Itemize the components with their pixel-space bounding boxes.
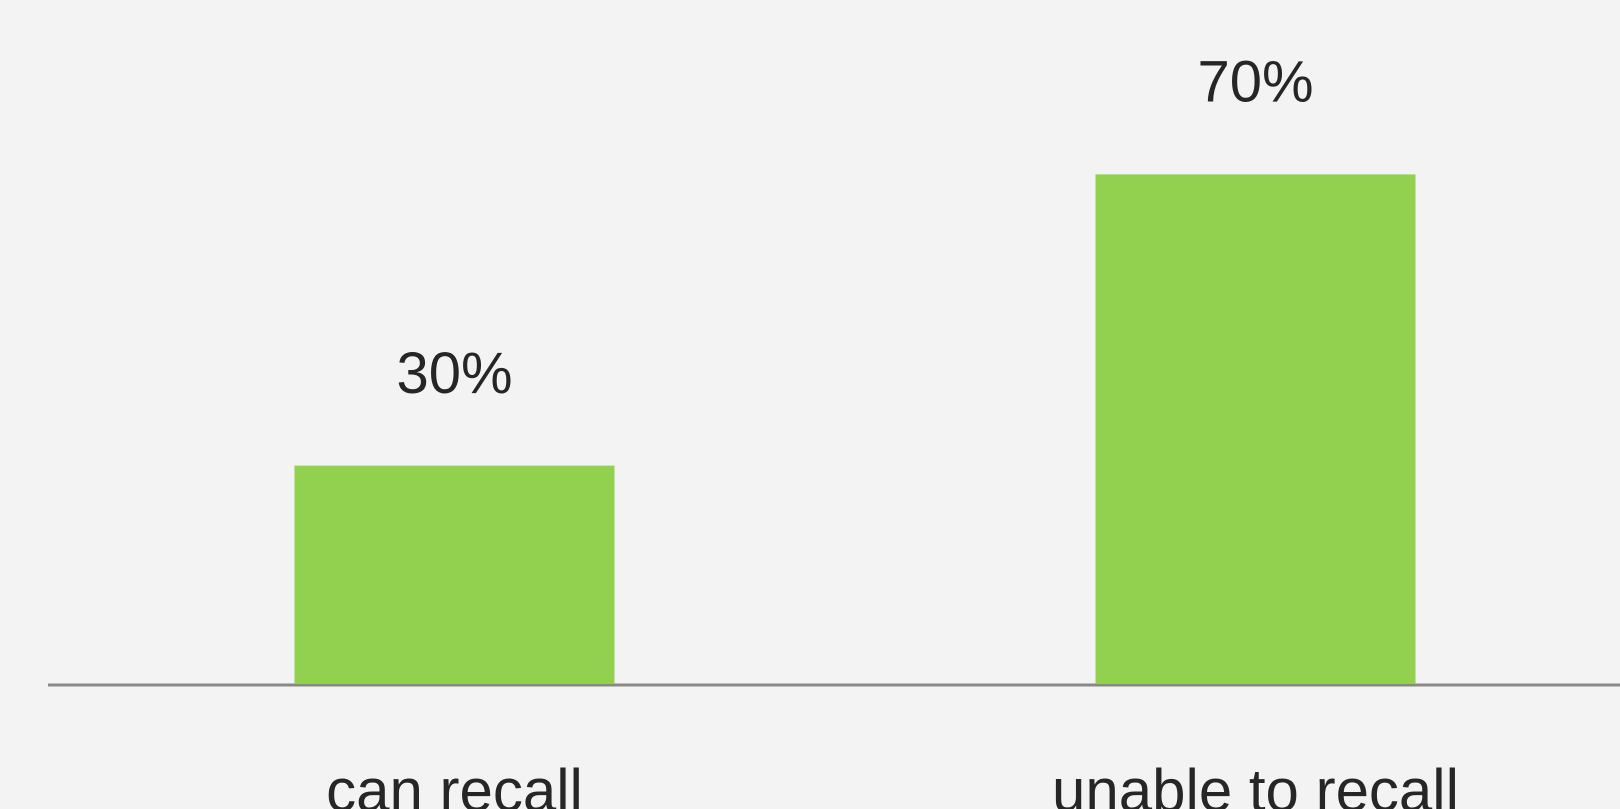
x-tick-label: unable to recall [1052,757,1459,809]
value-label: 70% [1197,50,1313,115]
x-tick-label: can recall [326,757,583,809]
bar [294,465,615,684]
bar [1095,174,1416,684]
value-label: 30% [396,341,512,406]
